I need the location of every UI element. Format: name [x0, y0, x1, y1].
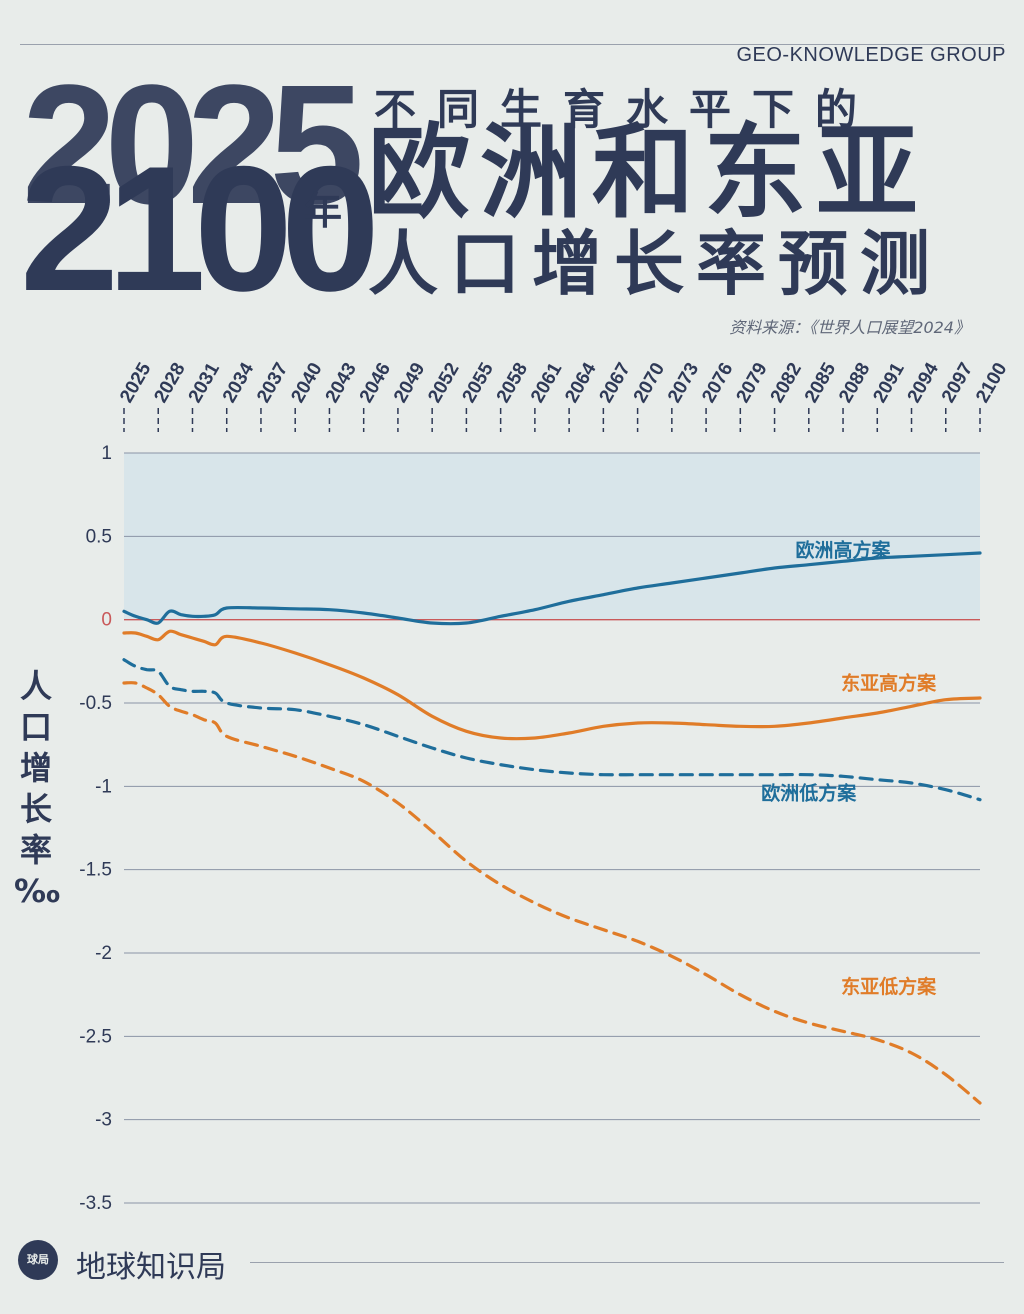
x-tick-label: 2034 [219, 359, 259, 406]
x-tick-label: 2037 [253, 359, 292, 406]
x-tick-label: 2046 [356, 359, 395, 406]
series-label-east-asia-high: 东亚高方案 [841, 672, 937, 695]
y-tick-label: 1 [101, 443, 112, 464]
series-line-europe-high [122, 551, 982, 626]
y-axis-title-char: 口 [19, 707, 52, 746]
x-tick-label: 2025 [116, 359, 156, 406]
x-tick-label: 2070 [630, 359, 669, 406]
chart-title: 欧洲和东亚 [368, 114, 928, 233]
x-tick-label: 2085 [801, 359, 841, 406]
x-tick-label: 2043 [322, 359, 361, 406]
y-axis-title: 人 口 增 长 率 ‰ [14, 666, 61, 912]
y-tick-label: -1 [95, 776, 112, 797]
x-tick-label: 2058 [493, 359, 532, 406]
y-tick-label: -2.5 [79, 1026, 112, 1047]
header-rule-top [20, 44, 1004, 45]
x-tick-label: 2055 [459, 359, 499, 406]
y-axis-title-char: 率 [19, 830, 52, 869]
series-label-europe-low: 欧洲低方案 [761, 782, 857, 805]
x-tick-label: 2031 [185, 359, 225, 406]
footer-brand-name: 地球知识局 [76, 1250, 226, 1285]
brand-logo: 球局 [18, 1240, 58, 1280]
x-tick-label: 2052 [424, 359, 463, 406]
year-unit: 年 [304, 189, 343, 233]
series-label-east-asia-low: 东亚低方案 [841, 975, 937, 998]
year-start: 2025 [22, 50, 364, 240]
y-tick-label: -2 [95, 943, 112, 964]
x-tick-label: 2028 [150, 359, 189, 406]
x-tick-label: 2097 [938, 359, 977, 406]
y-tick-label: -0.5 [79, 693, 112, 714]
data-source: 资料来源：《世界人口展望2024》 [729, 318, 970, 337]
y-axis-title-char: 长 [19, 789, 52, 828]
series-line-east-asia-high [122, 629, 982, 741]
chart-title-secondary: 人口增长率预测 [368, 223, 942, 305]
brand-text: GEO-KNOWLEDGE GROUP [736, 44, 1006, 66]
series-line-east-asia-low [122, 681, 982, 1105]
x-tick-label: 2091 [869, 359, 909, 406]
x-tick-label: 2076 [698, 359, 737, 406]
x-tick-label: 2067 [596, 359, 635, 406]
x-tick-label: 2094 [904, 359, 944, 406]
x-tick-label: 2079 [732, 359, 771, 406]
y-tick-label: 0 [101, 610, 112, 631]
x-tick-label: 2064 [561, 359, 601, 406]
series-label-europe-high: 欧洲高方案 [796, 538, 892, 561]
year-end: 2100 [20, 129, 380, 328]
y-tick-label: 0.5 [86, 526, 112, 547]
footer-rule [250, 1262, 1004, 1263]
x-tick-label: 2088 [835, 359, 874, 406]
x-tick-label: 2082 [767, 359, 806, 406]
x-tick-label: 2073 [664, 359, 703, 406]
x-tick-label: 2100 [972, 359, 1011, 406]
series-line-europe-low [122, 658, 982, 802]
y-axis-title-char: 增 [19, 748, 52, 787]
y-tick-label: -3 [95, 1110, 112, 1131]
x-tick-label: 2049 [390, 359, 429, 406]
chart-subtitle: 不同生育水平下的 [374, 85, 879, 134]
y-axis-title-char: 人 [19, 667, 52, 705]
y-tick-label: -3.5 [79, 1193, 112, 1214]
x-tick-label: 2040 [287, 359, 326, 406]
y-tick-label: -1.5 [79, 860, 112, 881]
y-axis-title-unit: ‰ [14, 871, 61, 910]
x-tick-label: 2061 [527, 359, 567, 406]
